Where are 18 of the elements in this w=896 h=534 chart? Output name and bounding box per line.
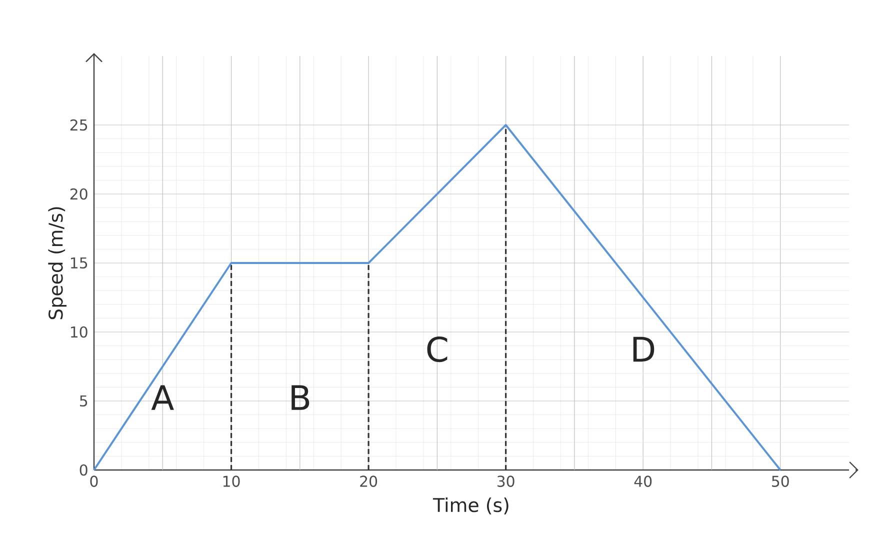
y-tick-label: 20	[70, 188, 88, 200]
x-tick-label: 10	[223, 476, 240, 487]
x-tick-label: 30	[497, 476, 514, 487]
x-axis-title: Time (s)	[432, 498, 508, 514]
annotation: D	[633, 336, 654, 362]
annotation: C	[427, 336, 448, 362]
y-tick-label: 0	[80, 464, 88, 476]
x-tick-label: 0	[90, 476, 98, 487]
x-tick-label: 20	[360, 476, 378, 487]
annotation: B	[292, 385, 310, 410]
y-tick-label: 25	[70, 119, 88, 131]
x-tick-label: 50	[772, 476, 789, 487]
y-axis-title: Speed (m/s)	[48, 207, 66, 320]
y-tick-label: 10	[70, 326, 88, 338]
y-tick-label: 5	[80, 395, 88, 407]
y-tick-label: 15	[70, 257, 88, 269]
annotation: A	[151, 385, 174, 410]
x-tick-label: 40	[634, 476, 652, 487]
